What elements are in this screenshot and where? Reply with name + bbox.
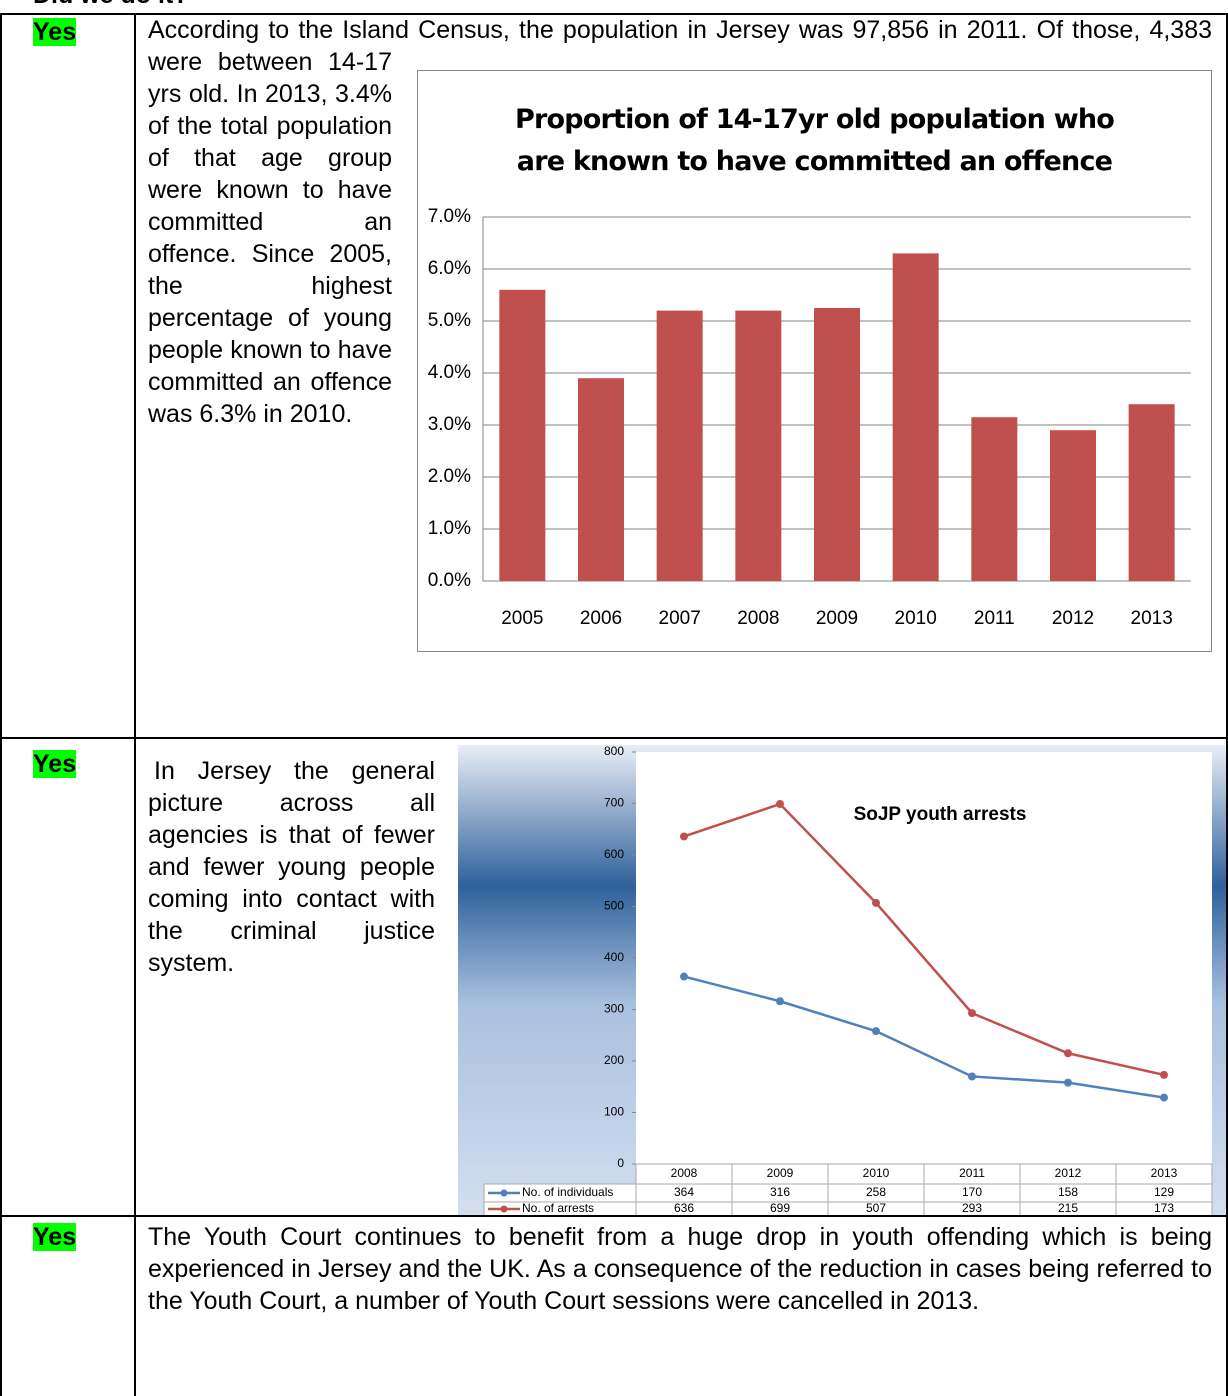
table-value: 129 — [1154, 1185, 1174, 1199]
table-value: 507 — [866, 1201, 886, 1215]
table-value: 173 — [1154, 1201, 1174, 1215]
paragraph: The Youth Court continues to benefit fro… — [148, 1223, 1212, 1315]
y-tick-label: 200 — [604, 1053, 624, 1067]
y-tick-label: 6.0% — [428, 258, 471, 279]
x-tick-label: 2013 — [1151, 1166, 1178, 1180]
x-tick-label: 2009 — [767, 1166, 794, 1180]
data-point — [968, 1009, 976, 1018]
data-point — [1160, 1093, 1168, 1102]
y-tick-label: 7.0% — [428, 206, 471, 227]
data-point — [1160, 1070, 1168, 1079]
legend-marker — [500, 1205, 508, 1213]
table-value: 364 — [674, 1185, 694, 1199]
status: Yes — [33, 18, 77, 46]
y-tick-label: 0 — [617, 1156, 624, 1170]
x-tick-label: 2011 — [974, 608, 1015, 629]
x-tick-label: 2012 — [1055, 1166, 1082, 1180]
x-tick-label: 2007 — [659, 608, 701, 629]
y-tick-label: 0.0% — [428, 570, 471, 591]
bar — [971, 417, 1018, 581]
chart-title: SoJP youth arrests — [854, 804, 1027, 825]
paragraph: In Jersey the general picture across all… — [148, 757, 435, 977]
x-tick-label: 2010 — [863, 1166, 890, 1180]
status: Yes — [33, 1223, 77, 1251]
bar — [814, 308, 860, 581]
table-value: 158 — [1058, 1185, 1078, 1199]
series-line — [683, 802, 1165, 1077]
data-point — [872, 1027, 880, 1036]
x-tick-label: 2005 — [501, 608, 543, 629]
chart-title: Proportion of 14-17yr old population who… — [514, 104, 1115, 177]
y-tick-label: 1.0% — [428, 518, 471, 539]
y-tick-label: 600 — [604, 847, 624, 861]
bar — [892, 253, 939, 581]
bar — [1128, 404, 1175, 581]
data-point — [1064, 1049, 1072, 1058]
table-border — [0, 1215, 1228, 1217]
table-border — [0, 737, 1228, 739]
x-tick-label: 2009 — [816, 608, 858, 629]
table-value: 170 — [962, 1185, 982, 1199]
y-tick-label: 500 — [604, 899, 624, 913]
table-value: 636 — [674, 1201, 694, 1215]
y-tick-label: 5.0% — [428, 310, 471, 331]
bar — [578, 378, 624, 581]
data-point — [680, 832, 688, 841]
x-tick-label: 2013 — [1131, 608, 1173, 629]
data-point — [1064, 1078, 1072, 1087]
bar — [1050, 430, 1096, 581]
row-cell: 0.0% 1.0% 2.0% 3.0% 4.0% 5.0% 6.0% 7.0% 2005 2006… — [148, 14, 1212, 658]
bar — [735, 310, 782, 581]
y-tick-label: 3.0% — [428, 414, 471, 435]
table-border — [134, 13, 136, 1396]
chart: 0.0% 1.0% 2.0% 3.0% 4.0% 5.0% 6.0% 7.0% 2005 2006… — [428, 206, 1191, 629]
table-border — [1226, 13, 1228, 1396]
x-tick-label: 2012 — [1052, 608, 1094, 629]
table-value: 699 — [770, 1201, 790, 1215]
bar-chart: 0.0% 1.0% 2.0% 3.0% 4.0% 5.0% 6.0% 7.0% 2005 2006… — [417, 70, 1212, 652]
x-tick-label: 2010 — [895, 608, 937, 629]
y-tick-label: 100 — [604, 1105, 624, 1119]
data-point — [776, 800, 784, 809]
y-tick-label: 300 — [604, 1002, 624, 1016]
bar — [656, 310, 703, 581]
data-point — [872, 898, 880, 907]
table-value: 293 — [962, 1201, 982, 1215]
heading: Did we do it? — [33, 0, 189, 10]
data-point — [776, 997, 784, 1006]
x-tick-label: 2011 — [959, 1166, 985, 1180]
y-tick-label: 800 — [604, 745, 624, 758]
series-line — [683, 975, 1165, 1099]
legend-label: No. of arrests — [522, 1201, 594, 1215]
status: Yes — [33, 750, 77, 778]
table-border — [0, 13, 1228, 15]
paragraph: According to the Island Census, the popu… — [148, 16, 1212, 428]
x-tick-label: 2008 — [737, 608, 779, 629]
table-value: 258 — [866, 1185, 886, 1199]
table-value: 215 — [1058, 1201, 1078, 1215]
x-tick-label: 2008 — [671, 1166, 698, 1180]
legend-marker — [500, 1189, 508, 1197]
data-point — [680, 972, 688, 981]
y-tick-label: 4.0% — [428, 362, 471, 383]
x-tick-label: 2006 — [580, 608, 622, 629]
y-tick-label: 400 — [604, 950, 624, 964]
y-tick-label: 700 — [604, 796, 624, 810]
bar — [499, 289, 546, 581]
line-chart: 0 100 200 300 400 500 600 700 800 SoJP youth arre… — [458, 745, 1226, 1215]
data-point — [968, 1072, 976, 1081]
table-border — [0, 13, 2, 1396]
table-value: 316 — [770, 1185, 790, 1199]
legend-label: No. of individuals — [522, 1185, 613, 1199]
y-tick-label: 2.0% — [428, 466, 471, 487]
